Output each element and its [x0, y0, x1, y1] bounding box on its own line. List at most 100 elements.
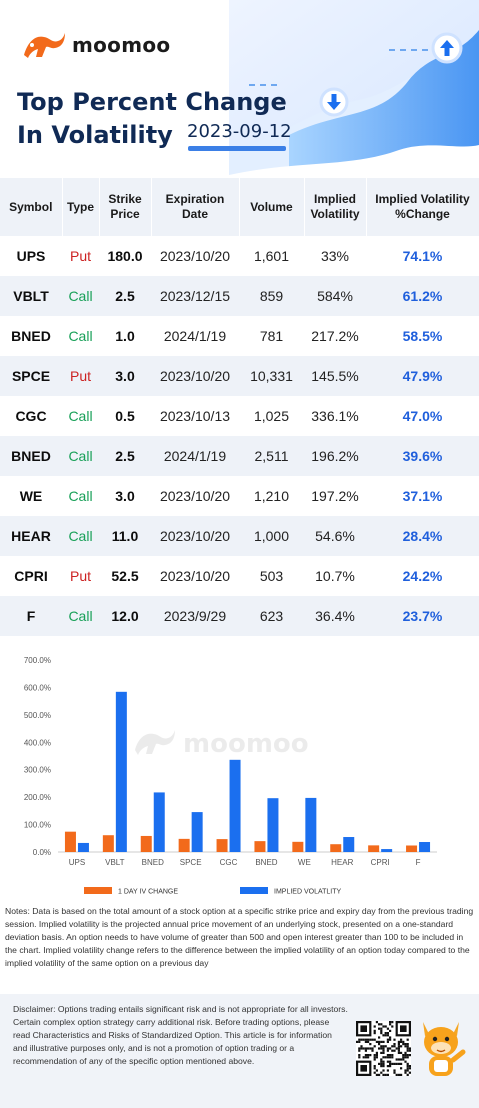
x-tick-label: F: [416, 858, 421, 867]
down-arrow-icon: [319, 87, 349, 117]
cell-strike-price: 3.0: [99, 356, 151, 396]
legend-item: IMPLIED VOLATLITY: [240, 887, 341, 896]
cell-strike-price: 3.0: [115, 488, 135, 504]
table-row: F Call 12.0 2023/9/29 623 36.4% 23.7%: [0, 596, 479, 636]
y-tick-label: 700.0%: [24, 656, 51, 665]
cell-implied-volatility: 54.6%: [304, 516, 366, 556]
cell-symbol: VBLT: [0, 276, 62, 316]
cell-type: Call: [62, 516, 99, 556]
date-underline: [188, 146, 286, 151]
cell-expiration-date: 2023/10/20: [159, 488, 231, 504]
cell-symbol: BNED: [0, 436, 62, 476]
table-header-row: Symbol Type Strike Price Expiration Date V…: [0, 178, 479, 236]
cell-volume: 1,000: [239, 516, 304, 556]
cell-expiration-date: 2023/12/15: [151, 276, 239, 316]
table-row: BNED Call 2.5 2024/1/19 2,511 196.2% 39.6%: [0, 436, 479, 476]
cell-symbol: BNED: [11, 328, 51, 344]
header-type: Type: [62, 178, 100, 236]
cell-implied-volatility: 196.2%: [304, 436, 366, 476]
bar-implied-volatility: [343, 837, 355, 852]
cell-implied-volatility: 197.2%: [311, 488, 359, 504]
bar-iv-change: [216, 839, 228, 852]
cell-type: Put: [69, 568, 91, 584]
svg-text:moomoo: moomoo: [183, 729, 309, 759]
cell-expiration-date: 2024/1/19: [151, 436, 239, 476]
chart-svg: moomoo 0.0% 100.0% 200.0% 300.0% 400.0% 500.0…: [24, 656, 437, 896]
cell-expiration-date: 2023/10/20: [151, 356, 239, 396]
cell-type: Call: [68, 328, 93, 344]
cell-iv-change: 24.2%: [402, 568, 443, 584]
cell-volume: 1,210: [253, 488, 290, 504]
x-tick-label: HEAR: [331, 858, 353, 867]
x-tick-label: BNED: [255, 858, 277, 867]
table-row: WE Call 3.0 2023/10/20 1,210 197.2% 37.1%: [0, 476, 479, 516]
cell-implied-volatility: 217.2%: [311, 328, 359, 344]
cell-strike-price: 2.5: [99, 436, 151, 476]
table-row: CGC Call 0.5 2023/10/13 1,025 336.1% 47.0%: [0, 396, 479, 436]
y-tick-label: 600.0%: [24, 683, 51, 692]
cell-symbol: UPS: [16, 248, 46, 264]
cell-volume: 781: [259, 328, 284, 344]
cell-implied-volatility: 145.5%: [304, 356, 366, 396]
x-tick-label: VBLT: [105, 858, 125, 867]
bar-implied-volatility: [229, 759, 241, 852]
legend-label: 1 DAY IV CHANGE: [118, 889, 178, 896]
notes-text: Notes: Data is based on the total amount…: [5, 906, 474, 968]
cell-expiration-date: 2023/10/20: [151, 516, 239, 556]
cell-symbol: CPRI: [14, 568, 48, 584]
moomoo-logo: moomoo: [22, 30, 170, 60]
cell-symbol: SPCE: [0, 356, 62, 396]
disclaimer-text: Disclaimer: Options trading entails sign…: [13, 1004, 348, 1066]
cell-volume: 859: [239, 276, 304, 316]
y-tick-label: 100.0%: [24, 821, 51, 830]
legend-swatch: [240, 887, 268, 894]
x-tick-label: CPRI: [371, 858, 390, 867]
cell-expiration-date: 2023/10/20: [159, 248, 231, 264]
y-tick-label: 400.0%: [24, 738, 51, 747]
cell-iv-change: 58.5%: [402, 328, 443, 344]
bar-implied-volatility: [153, 792, 165, 852]
bar-iv-change: [254, 841, 266, 852]
table-row: SPCE Put 3.0 2023/10/20 10,331 145.5% 47.9%: [0, 356, 479, 396]
bar-iv-change: [292, 841, 304, 852]
cell-iv-change: 39.6%: [366, 436, 479, 476]
cell-volume: 2,511: [239, 436, 304, 476]
bar-implied-volatility: [381, 849, 393, 852]
header-volume: Volume: [239, 178, 305, 236]
title-line-1: Top Percent Change: [17, 88, 287, 116]
bar-iv-change: [140, 835, 152, 852]
cell-volume: 1,601: [253, 248, 290, 264]
bar-implied-volatility: [267, 798, 279, 852]
header: moomoo Top Percent Change In Volatility …: [0, 0, 479, 178]
cell-expiration-date: 2023/10/13: [159, 408, 231, 424]
moomoo-mascot-icon: [423, 1022, 466, 1076]
legend-label: IMPLIED VOLATLITY: [274, 889, 341, 896]
cell-volume: 10,331: [239, 356, 304, 396]
header-decoration: [229, 0, 479, 178]
cell-iv-change: 37.1%: [402, 488, 443, 504]
cell-type: Call: [62, 276, 99, 316]
cell-strike-price: 0.5: [115, 408, 135, 424]
cell-implied-volatility: 584%: [304, 276, 366, 316]
qr-code-icon[interactable]: [356, 1021, 411, 1076]
x-tick-label: CGC: [220, 858, 238, 867]
cell-strike-price: 12.0: [99, 596, 151, 636]
cell-type: Call: [62, 596, 99, 636]
page-title: Top Percent Change In Volatility: [17, 86, 287, 152]
cell-iv-change: 23.7%: [366, 596, 479, 636]
bar-iv-change: [406, 845, 418, 852]
bar-iv-change: [368, 845, 380, 852]
bar-iv-change: [102, 835, 114, 852]
header-symbol: Symbol: [0, 178, 63, 236]
cell-symbol: HEAR: [0, 516, 62, 556]
cell-iv-change: 28.4%: [366, 516, 479, 556]
cell-expiration-date: 2024/1/19: [163, 328, 227, 344]
cell-type: Put: [69, 248, 91, 264]
bar-implied-volatility: [305, 797, 317, 852]
legend-swatch: [84, 887, 112, 894]
cell-symbol: WE: [19, 488, 43, 504]
cell-iv-change: 61.2%: [366, 276, 479, 316]
bar-iv-change: [64, 831, 76, 852]
cell-volume: 1,025: [253, 408, 290, 424]
cell-symbol: CGC: [15, 408, 47, 424]
